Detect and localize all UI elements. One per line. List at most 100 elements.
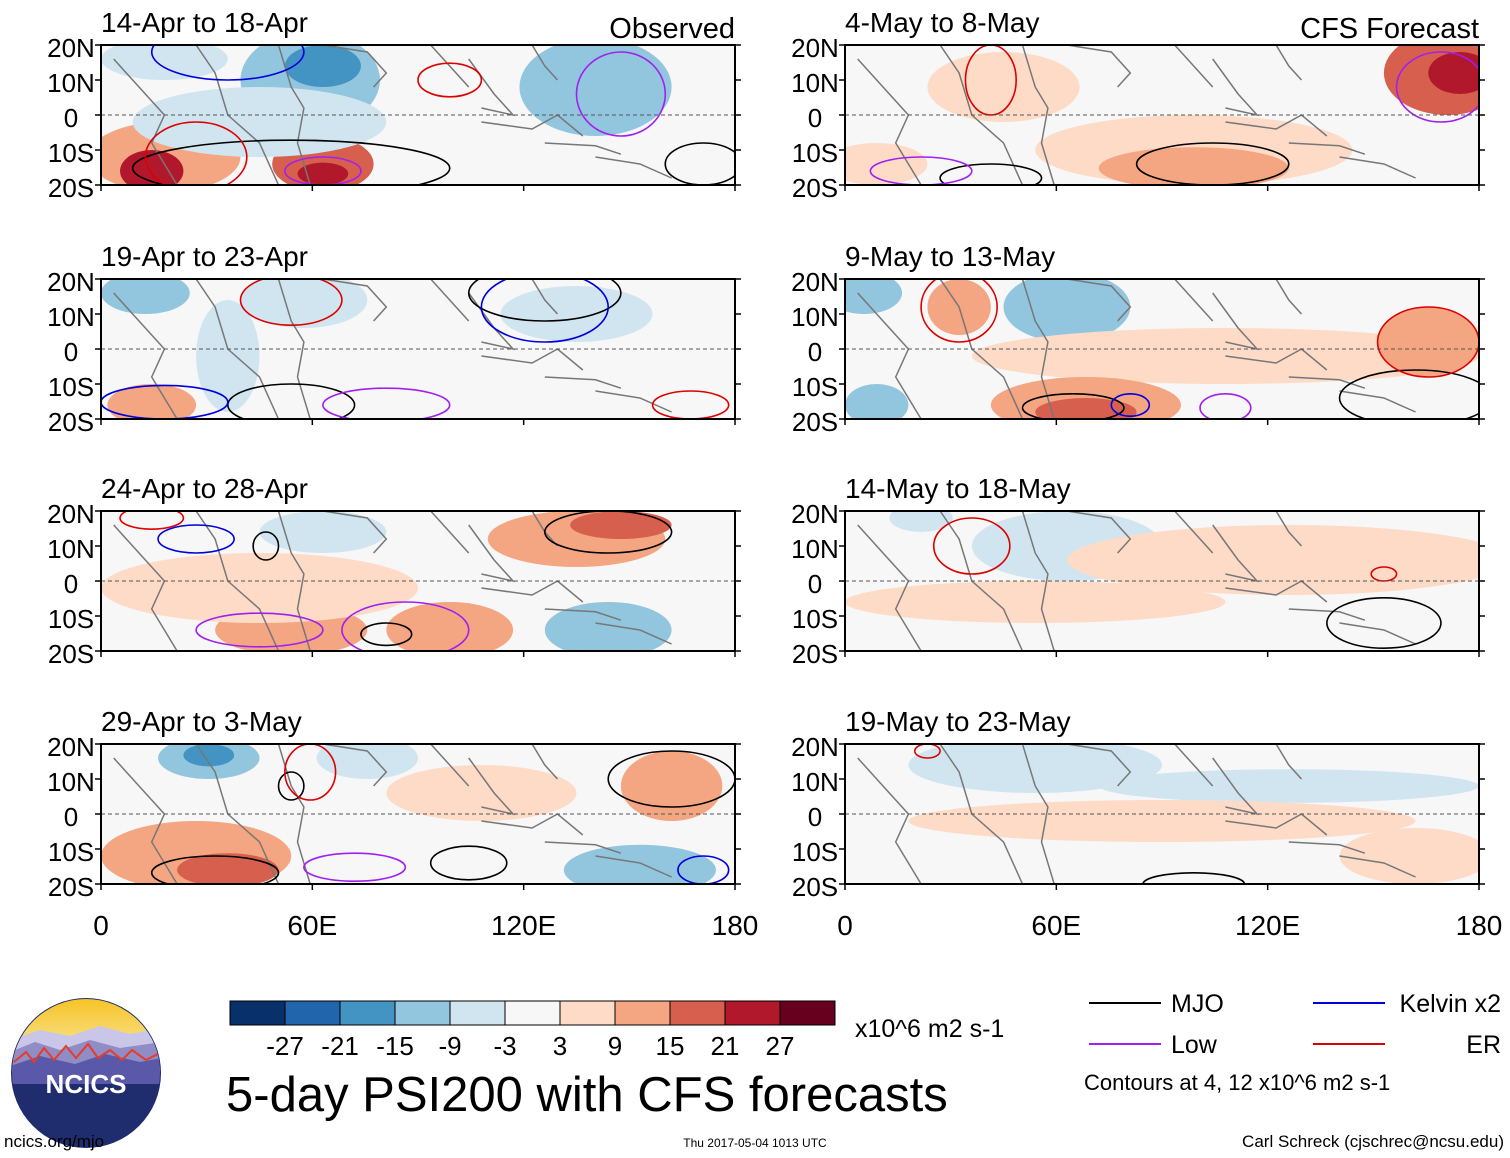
wave-contour: [322, 387, 451, 419]
lat-label: 20N: [47, 732, 95, 762]
coastline: [531, 744, 559, 780]
anomaly-shading: [908, 800, 1416, 842]
lat-label: 20N: [791, 267, 839, 297]
lat-label: 20N: [791, 499, 839, 529]
wave-contour: [1395, 51, 1479, 123]
lat-label: 10N: [791, 534, 839, 564]
wave-contour: [119, 511, 185, 530]
coastline: [322, 45, 388, 88]
anomaly-shading: [196, 300, 260, 412]
anomaly-shading: [1098, 147, 1289, 185]
anomaly-shading: [132, 87, 387, 157]
colorbar-swatch: [559, 1000, 616, 1026]
anomaly-shading: [1377, 307, 1479, 377]
anomaly-shading: [101, 553, 418, 623]
coastline: [468, 757, 516, 816]
ncics-logo: NCICS: [11, 998, 161, 1148]
coastline: [1225, 813, 1328, 836]
lat-label: 20S: [792, 407, 838, 437]
colorbar-tick-label: 9: [608, 1031, 622, 1061]
footer-credit: Carl Schreck (cjschrec@ncsu.edu): [1242, 1132, 1504, 1151]
colorbar-swatch: [449, 1000, 506, 1026]
lat-label: 10N: [791, 302, 839, 332]
anomaly-shading: [1098, 769, 1479, 803]
lat-label: 10S: [792, 837, 838, 867]
coastline: [1021, 279, 1055, 419]
coastline: [544, 376, 622, 389]
lat-label: 10S: [48, 837, 94, 867]
map-panel: 20N 10N 0 10S 20S 24-Apr to 28-Apr: [47, 473, 741, 669]
wave-contour: [417, 62, 483, 98]
coastline: [481, 348, 584, 371]
footer-url[interactable]: ncics.org/mjo: [4, 1132, 104, 1151]
coastline: [544, 608, 622, 621]
panel-date-range: 14-Apr to 18-Apr: [101, 7, 308, 38]
anomaly-shading: [1339, 828, 1479, 884]
coastline: [1174, 279, 1214, 322]
anomaly-shading: [620, 751, 723, 821]
lat-label: 0: [64, 802, 78, 832]
wave-contour: [1021, 393, 1125, 419]
logo-text: NCICS: [46, 1069, 127, 1099]
lat-label: 10N: [47, 534, 95, 564]
lon-label: 120E: [491, 910, 556, 941]
coastline: [1275, 45, 1303, 81]
colorbar-tick-label: -3: [493, 1031, 516, 1061]
lon-label: 180: [1456, 910, 1503, 941]
wave-contour: [480, 279, 609, 343]
colorbar-tick-label: -9: [438, 1031, 461, 1061]
lat-label: 10N: [47, 68, 95, 98]
coastline: [481, 114, 584, 137]
colorbar-swatch: [394, 1000, 451, 1026]
coastline: [1066, 511, 1132, 554]
lon-label: 60E: [1031, 910, 1081, 941]
anomaly-shading: [386, 602, 514, 651]
wave-contour: [284, 156, 362, 185]
wave-contour: [1110, 392, 1151, 417]
anomaly-shading: [544, 602, 672, 651]
anomaly-shading: [177, 853, 279, 884]
lat-label: 10S: [48, 138, 94, 168]
wave-contour: [284, 744, 337, 801]
map-panel: 20N 10N 0 10S 20S 19-May to 23-May 0 60E 120E 180: [791, 706, 1502, 941]
wave-contour: [303, 852, 407, 883]
colorbar-tick-label: -27: [266, 1031, 304, 1061]
anomaly-shading: [284, 45, 361, 87]
wave-contour: [150, 855, 280, 884]
colorbar-units: x10^6 m2 s-1: [855, 1015, 1004, 1043]
lat-label: 10N: [791, 767, 839, 797]
panel-date-range: 19-Apr to 23-Apr: [101, 241, 308, 272]
anomaly-shading: [889, 511, 953, 532]
wave-contour: [157, 524, 235, 554]
wave-contour: [939, 163, 1043, 185]
lat-label: 10N: [791, 68, 839, 98]
panel-date-range: 14-May to 18-May: [845, 473, 1071, 504]
wave-contour: [932, 517, 1011, 575]
lat-label: 20S: [48, 639, 94, 669]
coastline: [1174, 45, 1214, 88]
wave-contour: [101, 384, 229, 419]
coastline: [544, 142, 622, 155]
wave-contour: [195, 612, 324, 648]
anomaly-shading: [845, 384, 909, 419]
wave-contour: [664, 142, 735, 185]
lat-label: 20N: [791, 732, 839, 762]
lat-label: 0: [808, 569, 822, 599]
anomaly-shading: [107, 384, 197, 419]
contours-note: Contours at 4, 12 x10^6 m2 s-1: [1084, 1070, 1390, 1095]
map-panel: 20N 10N 0 10S 20S 19-Apr to 23-Apr: [47, 241, 741, 437]
lat-label: 20N: [47, 33, 95, 63]
panel-date-range: 19-May to 23-May: [845, 706, 1071, 737]
lon-label: 0: [93, 910, 109, 941]
column-label: CFS Forecast: [1300, 13, 1479, 45]
anomaly-shading: [519, 45, 672, 136]
wave-contour: [131, 139, 451, 185]
anomaly-shading: [500, 286, 653, 342]
colorbar-swatch: [724, 1000, 781, 1026]
lat-label: 10N: [47, 767, 95, 797]
coastline: [277, 511, 311, 651]
wave-contour: [1376, 306, 1479, 378]
lat-label: 20N: [47, 499, 95, 529]
coastline: [322, 279, 388, 322]
